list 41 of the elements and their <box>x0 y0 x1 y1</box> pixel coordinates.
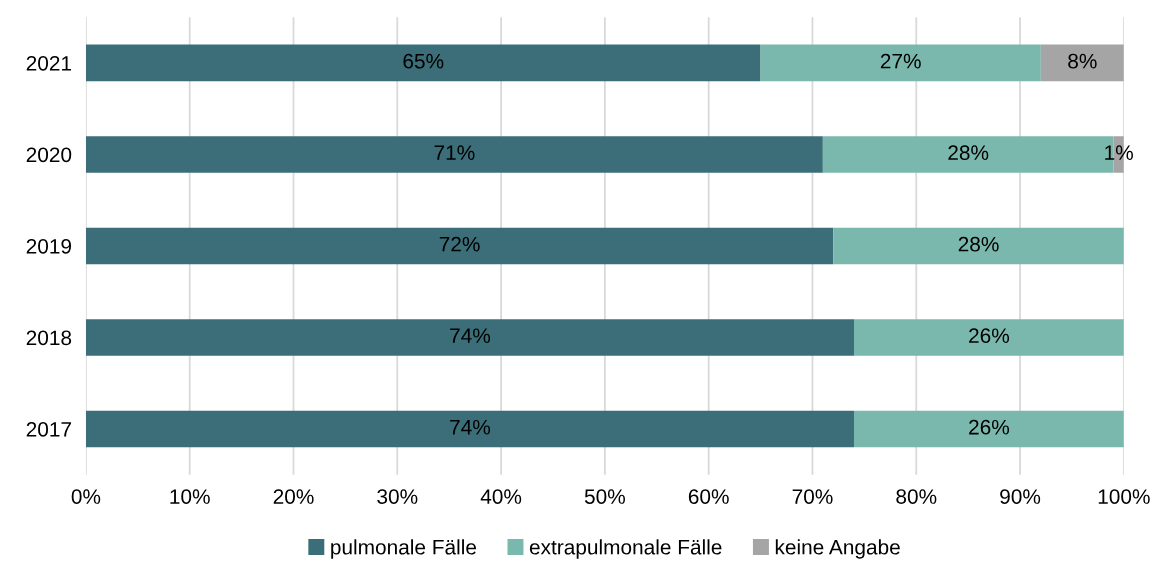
bar <box>853 410 1124 448</box>
data-label: 26% <box>969 328 1010 344</box>
data-label: 65% <box>403 53 444 69</box>
data-label: 28% <box>948 145 989 161</box>
data-label: 74% <box>450 328 491 343</box>
bar <box>85 410 854 448</box>
x-tick-label: 10% <box>170 489 210 504</box>
x-tick-label: 70% <box>792 489 833 504</box>
bar <box>85 319 854 356</box>
bar <box>85 44 761 82</box>
y-tick-label: 2017 <box>26 422 71 437</box>
x-tick-label: 20% <box>273 489 314 504</box>
y-tick-label: 2020 <box>26 147 72 163</box>
x-tick-label: 100% <box>1098 489 1150 504</box>
data-label: 72% <box>439 236 480 252</box>
legend-label: keine Angabe <box>775 539 900 559</box>
y-tick-label: 2019 <box>26 238 72 254</box>
bar <box>85 136 823 173</box>
bar <box>1040 44 1124 82</box>
y-tick-label: 2018 <box>26 330 72 346</box>
data-label: 8% <box>1068 53 1097 69</box>
x-tick-label: 50% <box>584 489 625 504</box>
data-label: 71% <box>434 145 475 160</box>
legend-label: extrapulmonale Fälle <box>529 539 722 559</box>
x-tick-label: 30% <box>377 489 418 504</box>
bar <box>85 227 834 265</box>
data-label: 74% <box>450 419 491 435</box>
x-tick-label: 40% <box>480 489 522 504</box>
data-label: 28% <box>958 236 999 252</box>
data-label: 26% <box>969 419 1010 435</box>
x-tick-label: 60% <box>688 489 729 504</box>
bar <box>833 227 1124 265</box>
bar <box>853 319 1124 356</box>
x-tick-label: 0% <box>71 489 101 504</box>
data-label: 1% <box>1105 145 1133 160</box>
x-tick-label: 80% <box>896 489 937 504</box>
legend-label: pulmonale Fälle <box>331 539 477 559</box>
bar <box>760 44 1041 82</box>
x-tick-label: 90% <box>1000 489 1041 504</box>
y-tick-label: 2021 <box>26 55 72 71</box>
data-label: 27% <box>880 53 921 69</box>
